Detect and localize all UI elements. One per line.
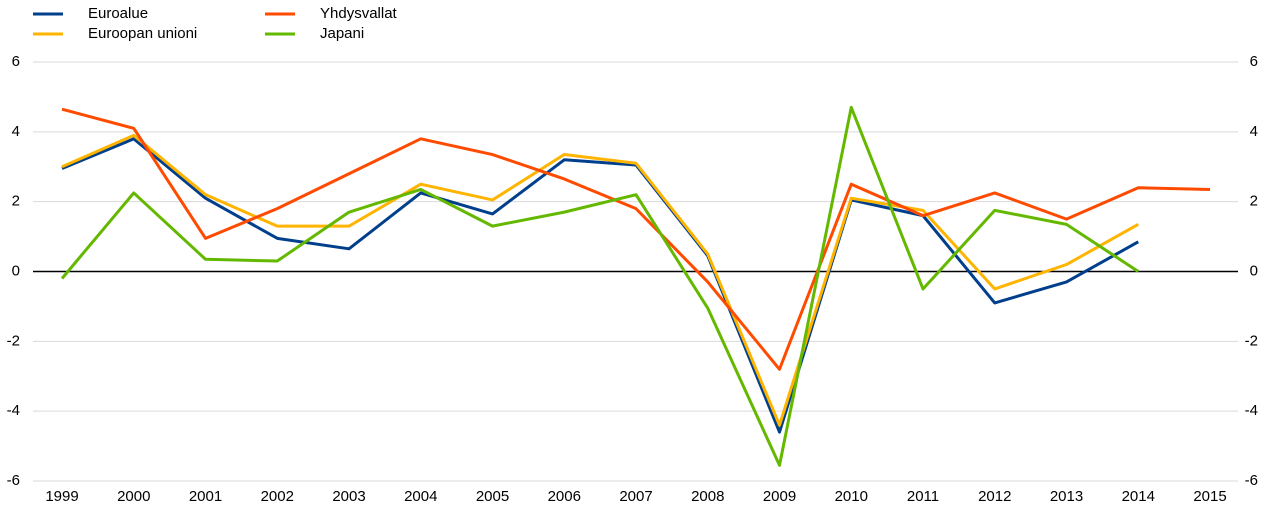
y2-tick-label: -2 [1245,332,1258,349]
y-tick-label: 4 [12,123,20,140]
x-tick-label: 2011 [907,488,939,505]
x-tick-label: 2007 [619,488,652,505]
x-tick-label: 2012 [978,488,1011,505]
y-tick-label: 0 [12,262,20,279]
y2-tick-label: -6 [1245,472,1258,489]
y2-tick-label: -4 [1245,402,1258,419]
x-tick-label: 2003 [332,488,365,505]
y2-tick-label: 0 [1250,262,1258,279]
x-tick-label: 2005 [476,488,509,505]
y-tick-label: 2 [12,193,20,210]
series-line [61,107,1211,371]
y-tick-label: -2 [7,332,20,349]
x-tick-label: 2006 [548,488,581,505]
x-tick-label: 2013 [1050,488,1083,505]
y2-tick-label: 4 [1250,123,1258,140]
x-tick-label: 2010 [835,488,868,505]
x-tick-label: 2009 [763,488,796,505]
x-tick-label: 1999 [45,488,78,505]
legend-label: Japani [320,25,364,42]
y2-tick-label: 6 [1250,53,1258,70]
series-line [60,105,1140,467]
y-tick-label: 6 [12,53,20,70]
x-tick-label: 2015 [1193,488,1226,505]
x-tick-label: 2014 [1122,488,1155,505]
y-tick-label: -6 [7,472,20,489]
series-line [61,137,1139,434]
x-tick-label: 2002 [261,488,294,505]
x-tick-label: 2000 [117,488,150,505]
y-tick-label: -4 [7,402,20,419]
legend-label: Euroopan unioni [88,25,197,42]
legend-label: Euroalue [88,5,148,22]
x-tick-label: 2001 [189,488,222,505]
legend-label: Yhdysvallat [320,5,398,22]
x-tick-label: 2008 [691,488,724,505]
x-tick-label: 2004 [404,488,437,505]
y2-tick-label: 2 [1250,193,1258,210]
